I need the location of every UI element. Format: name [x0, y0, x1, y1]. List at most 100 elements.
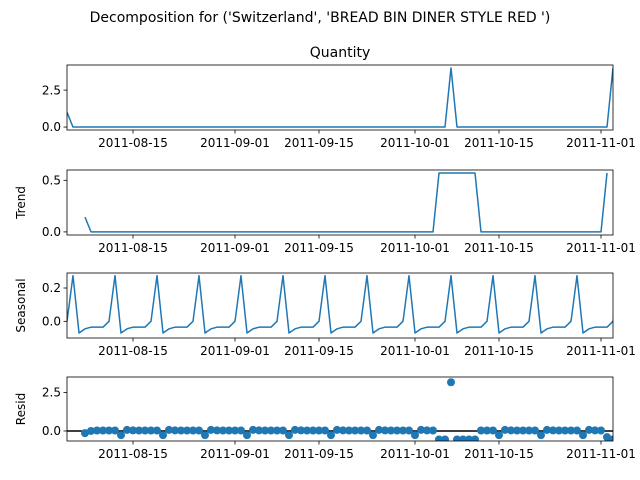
- x-tick-label: 2011-09-15: [284, 136, 354, 150]
- y-axis-label: Resid: [14, 393, 28, 425]
- plot-area: [84, 172, 608, 233]
- y-axis-label: Trend: [14, 186, 28, 220]
- x-tick-label: 2011-11-01: [566, 344, 636, 358]
- resid-point: [501, 425, 509, 434]
- resid-point: [519, 426, 527, 435]
- axes-frame: [66, 169, 614, 236]
- resid-point: [393, 426, 401, 435]
- x-tick-label: 2011-08-15: [98, 344, 168, 358]
- resid-point: [549, 426, 557, 435]
- y-tick-label: 0.0: [42, 120, 61, 134]
- panel-1: Quantity 2011-08-15 2011-09-01 2011-09-15 20…: [42, 45, 636, 150]
- y-tick-label: 2.5: [42, 83, 61, 97]
- resid-point: [417, 425, 425, 434]
- resid-point: [579, 431, 587, 440]
- resid-point: [603, 433, 611, 441]
- x-tick-label: 2011-10-01: [380, 447, 450, 461]
- y-axis-label: Seasonal: [14, 278, 28, 332]
- resid-point: [135, 426, 143, 435]
- resid-point: [573, 426, 581, 435]
- resid-point: [177, 426, 185, 435]
- resid-point: [87, 426, 95, 435]
- resid-point: [225, 426, 233, 435]
- resid-point: [447, 378, 455, 387]
- resid-point: [291, 425, 299, 434]
- series-line: [84, 172, 608, 233]
- resid-point: [345, 426, 353, 435]
- resid-point: [405, 426, 413, 435]
- resid-point: [489, 426, 497, 435]
- panel-4: Resid 2011-08-15 2011-09-01 2011-09-15 2011-…: [14, 376, 636, 461]
- resid-point: [429, 426, 437, 435]
- plot-area: [67, 67, 613, 128]
- x-tick-label: 2011-11-01: [566, 447, 636, 461]
- resid-point: [261, 426, 269, 435]
- x-tick-label: 2011-08-15: [98, 241, 168, 255]
- resid-point: [543, 425, 551, 434]
- x-tick-label: 2011-10-01: [380, 241, 450, 255]
- resid-point: [81, 429, 89, 438]
- x-tick-label: 2011-09-01: [200, 136, 270, 150]
- resid-point: [189, 426, 197, 435]
- resid-point: [327, 431, 335, 440]
- resid-point: [141, 426, 149, 435]
- axes-frame: [66, 272, 614, 339]
- y-tick-label: 0.0: [42, 424, 61, 438]
- x-tick-label: 2011-10-01: [380, 344, 450, 358]
- resid-point: [105, 426, 113, 435]
- resid-point: [165, 425, 173, 434]
- resid-point: [381, 426, 389, 435]
- x-tick-label: 2011-09-01: [200, 344, 270, 358]
- panel-3: Seasonal 2011-08-15 2011-09-01 2011-09-15 20…: [14, 272, 636, 358]
- resid-point: [591, 426, 599, 435]
- resid-point: [399, 426, 407, 435]
- plot-area: [67, 378, 613, 441]
- resid-point: [609, 435, 613, 441]
- resid-point: [279, 426, 287, 435]
- resid-point: [459, 435, 467, 441]
- resid-point: [597, 426, 605, 435]
- figure-suptitle: Decomposition for ('Switzerland', 'BREAD…: [90, 10, 551, 26]
- resid-point: [465, 435, 473, 441]
- resid-point: [213, 426, 221, 435]
- x-tick-label: 2011-09-01: [200, 447, 270, 461]
- resid-point: [369, 431, 377, 440]
- resid-point: [255, 426, 263, 435]
- resid-point: [147, 426, 155, 435]
- resid-point: [471, 435, 479, 441]
- panels: Quantity 2011-08-15 2011-09-01 2011-09-15 20…: [14, 45, 636, 461]
- x-tick-label: 2011-09-15: [284, 241, 354, 255]
- resid-point: [309, 426, 317, 435]
- resid-point: [285, 431, 293, 440]
- x-tick-label: 2011-10-15: [464, 136, 534, 150]
- resid-point: [423, 426, 431, 435]
- x-tick-label: 2011-11-01: [566, 241, 636, 255]
- resid-point: [117, 431, 125, 440]
- resid-point: [357, 426, 365, 435]
- resid-point: [567, 426, 575, 435]
- resid-point: [561, 426, 569, 435]
- x-tick-label: 2011-08-15: [98, 136, 168, 150]
- resid-point: [537, 431, 545, 440]
- resid-point: [129, 426, 137, 435]
- resid-point: [387, 426, 395, 435]
- x-tick-label: 2011-10-15: [464, 344, 534, 358]
- resid-point: [525, 426, 533, 435]
- resid-point: [153, 426, 161, 435]
- resid-point: [111, 426, 119, 435]
- resid-point: [243, 431, 251, 440]
- x-tick-label: 2011-08-15: [98, 447, 168, 461]
- x-tick-label: 2011-09-15: [284, 447, 354, 461]
- resid-point: [483, 426, 491, 435]
- resid-point: [477, 426, 485, 435]
- resid-point: [297, 426, 305, 435]
- x-tick-label: 2011-09-15: [284, 344, 354, 358]
- resid-point: [237, 426, 245, 435]
- y-tick-label: 0.5: [42, 174, 61, 188]
- resid-point: [207, 425, 215, 434]
- resid-point: [267, 426, 275, 435]
- resid-point: [585, 425, 593, 434]
- x-tick-label: 2011-10-15: [464, 241, 534, 255]
